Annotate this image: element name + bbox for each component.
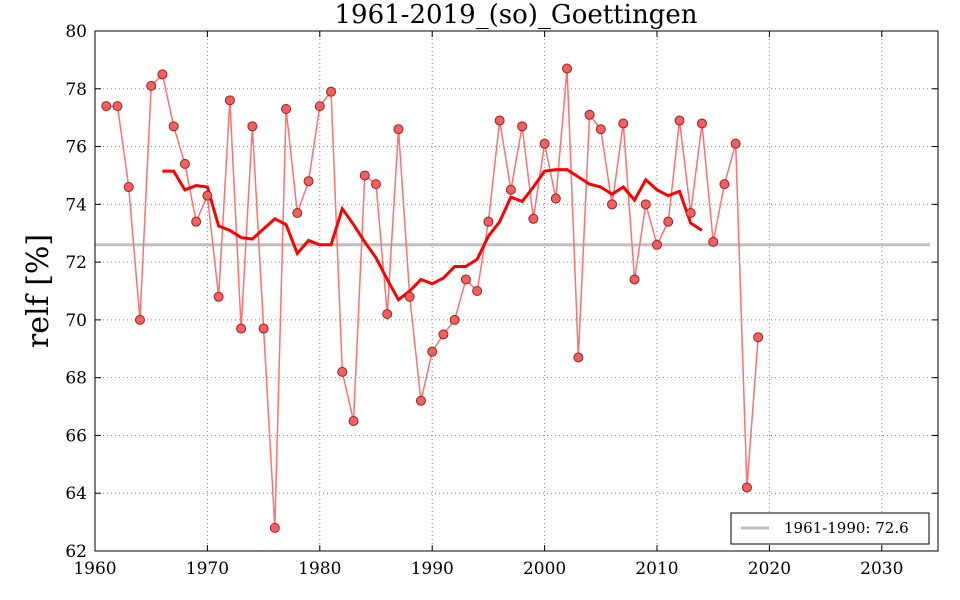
x-tick-label: 2010	[635, 559, 678, 579]
data-point	[438, 329, 449, 340]
data-point	[314, 101, 325, 112]
legend: 1961-1990: 72.6	[730, 512, 930, 545]
data-point	[404, 291, 415, 302]
data-point	[652, 239, 662, 250]
data-point	[460, 274, 471, 285]
x-tick-label: 2020	[748, 559, 791, 579]
annual-line	[106, 68, 759, 528]
data-point	[584, 109, 595, 120]
data-point	[337, 366, 348, 377]
y-tick-label: 62	[65, 542, 87, 562]
x-tick-label: 1970	[186, 559, 229, 579]
data-point	[741, 482, 752, 493]
data-point	[393, 124, 404, 135]
data-point	[618, 118, 629, 129]
data-point	[382, 309, 393, 320]
data-point	[415, 395, 426, 406]
y-tick-label: 76	[65, 138, 87, 158]
data-point	[472, 286, 483, 296]
y-tick-label: 70	[65, 311, 87, 331]
x-tick-label: 1960	[73, 559, 116, 579]
data-point	[753, 332, 764, 343]
data-point	[236, 323, 247, 334]
y-tick-label: 80	[65, 22, 87, 42]
data-point	[123, 182, 134, 192]
grid	[95, 31, 938, 551]
y-axis-label: relf [%]	[21, 234, 56, 348]
data-point	[157, 69, 168, 80]
data-point	[696, 118, 707, 129]
data-point	[281, 104, 292, 114]
data-point	[168, 121, 179, 132]
data-point	[258, 323, 269, 334]
data-point	[112, 101, 123, 112]
y-tick-label: 74	[65, 195, 87, 215]
data-point	[134, 314, 145, 325]
data-point	[202, 190, 213, 201]
y-tick-label: 68	[65, 369, 87, 389]
data-point	[359, 170, 370, 181]
chart-title: 1961-2019_(so)_Goettingen	[335, 0, 698, 30]
data-point	[607, 199, 618, 210]
data-point	[663, 216, 674, 227]
data-point	[708, 236, 719, 247]
plot-frame	[94, 30, 939, 552]
data-point	[292, 208, 303, 218]
data-point	[494, 115, 505, 126]
y-tick-label: 72	[65, 253, 87, 273]
data-point	[427, 346, 438, 357]
data-point	[674, 115, 685, 126]
plot-marks	[95, 63, 930, 533]
data-point	[562, 63, 573, 74]
data-point	[629, 274, 640, 285]
data-point	[348, 416, 359, 426]
data-point	[550, 193, 561, 204]
data-point	[517, 121, 528, 132]
data-point	[685, 208, 696, 218]
data-point	[269, 522, 280, 533]
y-tick-label: 66	[65, 426, 87, 446]
axis-ticks: 1960 1970 1980 1990 2000 2010 2020 2030 62 64 66 68…	[65, 22, 938, 579]
moving-average-line	[162, 168, 703, 302]
data-point	[640, 199, 651, 210]
data-point	[213, 291, 224, 302]
data-point	[247, 121, 258, 132]
legend-label: 1961-1990: 72.6	[784, 519, 909, 537]
data-point	[483, 216, 494, 227]
data-point	[326, 86, 337, 97]
data-point	[539, 138, 550, 149]
x-tick-label: 2030	[860, 559, 903, 579]
x-tick-label: 1980	[298, 559, 341, 579]
data-point	[449, 314, 460, 325]
data-point	[101, 101, 112, 112]
data-point	[595, 124, 606, 135]
data-point	[191, 216, 202, 227]
data-point	[146, 80, 157, 91]
data-point	[224, 95, 235, 106]
data-point	[719, 179, 730, 190]
data-point	[303, 176, 314, 187]
x-tick-label: 1990	[411, 559, 454, 579]
data-point	[371, 179, 381, 190]
data-point	[573, 352, 584, 363]
y-tick-label: 78	[65, 80, 87, 100]
x-tick-label: 2000	[523, 559, 566, 579]
data-point	[179, 158, 190, 169]
data-point	[528, 213, 539, 224]
data-point	[730, 138, 741, 149]
data-point	[505, 184, 516, 195]
y-tick-label: 64	[65, 484, 87, 504]
